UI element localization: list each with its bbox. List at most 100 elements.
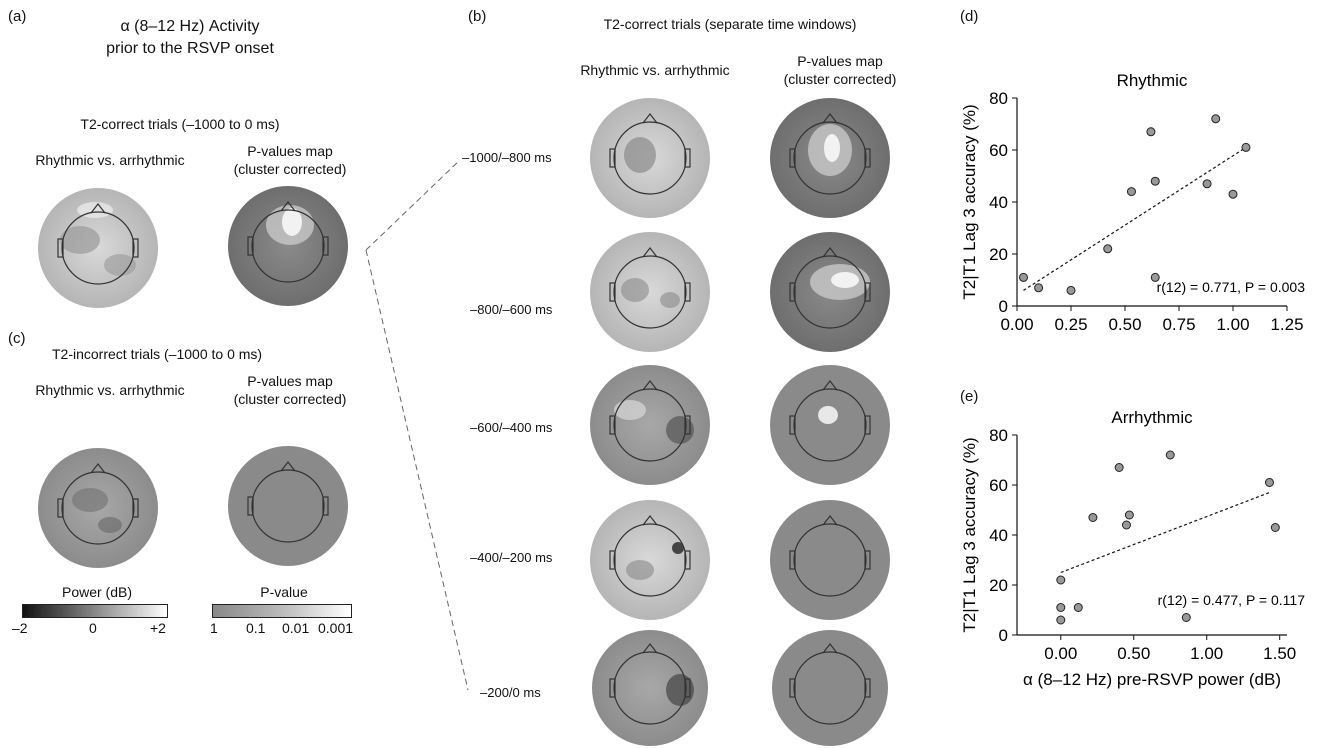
scatter-chart-arrhythmic: Arrhythmic 0 20 40 60 80 0.00 0.50 1.00 1.50 T2|T1…: [960, 408, 1306, 689]
data-point: [1056, 615, 1066, 625]
power-colorbar-title: Power (dB): [61, 584, 133, 600]
panel-c-col2-header-line1: P-values map: [247, 373, 333, 389]
data-point: [1241, 142, 1251, 152]
topomap-b-power-4: [590, 500, 710, 620]
data-point: [1114, 463, 1124, 472]
panel-label-d: (d): [960, 8, 979, 25]
data-point: [1270, 523, 1280, 532]
data-point: [1126, 187, 1136, 197]
y-tick-label: 60: [989, 476, 1008, 495]
power-colorbar: [22, 604, 168, 618]
panel-b-title: T2-correct trials (separate time windows…: [603, 16, 857, 32]
panel-a-col2-header-line2: (cluster corrected): [233, 161, 347, 177]
scatter-chart-rhythmic: Rhythmic 0 20 40 60 80 0.00 0.25 0.50 0.75 1.00 1.2…: [960, 71, 1306, 334]
panel-b-col2-header-line2: (cluster corrected): [783, 71, 897, 87]
pvalue-colorbar: [212, 604, 352, 618]
data-point: [1066, 285, 1076, 295]
data-point: [1228, 189, 1238, 199]
panel-a-title-line1: α (8–12 Hz) Activity: [120, 18, 260, 35]
x-tick-label: 1.25: [1270, 315, 1303, 334]
data-point: [1073, 603, 1083, 612]
y-tick-label: 80: [989, 89, 1008, 108]
time-window-label: –400/–200 ms: [470, 550, 553, 565]
topomap-b-power-2: [590, 232, 710, 352]
chart-title: Rhythmic: [1117, 71, 1188, 90]
x-tick-label: 0.75: [1162, 315, 1195, 334]
time-window-label: –1000/–800 ms: [462, 150, 552, 165]
data-point: [1124, 510, 1134, 520]
pvalue-colorbar-tick: 0.01: [282, 620, 310, 636]
y-axis-label: T2|T1 Lag 3 accuracy (%): [960, 437, 979, 632]
topomap-b-pvalue-3: [770, 365, 890, 485]
correlation-annotation: r(12) = 0.477, P = 0.117: [1158, 592, 1306, 608]
y-tick-label: 20: [989, 245, 1008, 264]
panel-label-c: (c): [8, 330, 26, 347]
y-tick-label: 60: [989, 141, 1008, 160]
x-tick-label: 0.50: [1117, 644, 1150, 663]
x-tick-label: 1.00: [1216, 315, 1249, 334]
data-point: [1264, 478, 1274, 487]
dashed-connector-top: [365, 159, 461, 251]
data-point: [1088, 513, 1098, 522]
topomap-b-pvalue-4: [770, 500, 890, 620]
pvalue-colorbar-tick: 0.001: [318, 620, 354, 636]
chart-title: Arrhythmic: [1111, 408, 1193, 427]
panel-c-col2-header-line2: (cluster corrected): [233, 391, 347, 407]
data-point: [1211, 114, 1221, 124]
data-point: [1181, 613, 1191, 622]
x-tick-label: 0.50: [1108, 315, 1141, 334]
data-point: [1146, 127, 1156, 137]
x-tick-label: 0.25: [1054, 315, 1087, 334]
data-point: [1150, 176, 1160, 186]
topomap-b-pvalue-2: [770, 232, 890, 352]
topomap-a-power: [38, 188, 158, 308]
data-point: [1018, 272, 1028, 282]
panel-label-b: (b): [468, 8, 487, 25]
y-tick-label: 0: [999, 297, 1008, 316]
time-window-label: –600/–400 ms: [470, 420, 553, 435]
data-point: [1034, 283, 1044, 293]
panel-c-col1-header: Rhythmic vs. arrhythmic: [35, 382, 185, 398]
data-point: [1056, 575, 1066, 585]
x-tick-label: 1.50: [1263, 644, 1296, 663]
panel-label-e: (e): [960, 388, 979, 405]
y-tick-label: 80: [989, 426, 1008, 445]
topomap-a-pvalue: [228, 186, 348, 306]
correlation-annotation: r(12) = 0.771, P = 0.003: [1157, 279, 1306, 295]
power-colorbar-tick: +2: [150, 620, 166, 636]
topomap-b-power-3: [590, 365, 710, 485]
topomap-c-pvalue: [228, 446, 348, 566]
x-tick-label: 0.00: [1000, 315, 1033, 334]
x-tick-label: 0.00: [1044, 644, 1077, 663]
data-point: [1103, 244, 1113, 254]
dashed-connector-bottom: [365, 249, 469, 691]
topomap-b-pvalue-1: [770, 98, 890, 218]
panel-label-a: (a): [8, 8, 27, 25]
y-tick-label: 0: [999, 626, 1008, 645]
y-tick-label: 40: [989, 526, 1008, 545]
y-tick-label: 40: [989, 193, 1008, 212]
power-colorbar-tick: 0: [89, 620, 97, 636]
pvalue-colorbar-title: P-value: [260, 584, 308, 600]
panel-a-title-line2: prior to the RSVP onset: [106, 40, 274, 57]
data-point: [1202, 179, 1212, 189]
power-colorbar-tick: –2: [12, 620, 28, 636]
panel-a-col1-header: Rhythmic vs. arrhythmic: [35, 152, 185, 168]
panel-b-col2-header-line1: P-values map: [797, 53, 883, 69]
panel-c-subtitle: T2-incorrect trials (–1000 to 0 ms): [52, 346, 263, 362]
data-point: [1165, 450, 1175, 460]
pvalue-colorbar-tick: 1: [210, 620, 218, 636]
regression-line: [1060, 491, 1270, 574]
time-window-label: –200/0 ms: [480, 685, 541, 700]
panel-a-subtitle: T2-correct trials (–1000 to 0 ms): [80, 116, 280, 132]
x-tick-label: 1.00: [1190, 644, 1223, 663]
regression-line: [1023, 146, 1247, 291]
y-axis-label: T2|T1 Lag 3 accuracy (%): [960, 104, 979, 299]
data-point: [1121, 520, 1131, 530]
x-axis-label: α (8–12 Hz) pre-RSVP power (dB): [1023, 670, 1281, 689]
time-window-label: –800/–600 ms: [470, 302, 553, 317]
y-tick-label: 20: [989, 576, 1008, 595]
panel-a-col2-header-line1: P-values map: [247, 143, 333, 159]
pvalue-colorbar-tick: 0.1: [246, 620, 266, 636]
